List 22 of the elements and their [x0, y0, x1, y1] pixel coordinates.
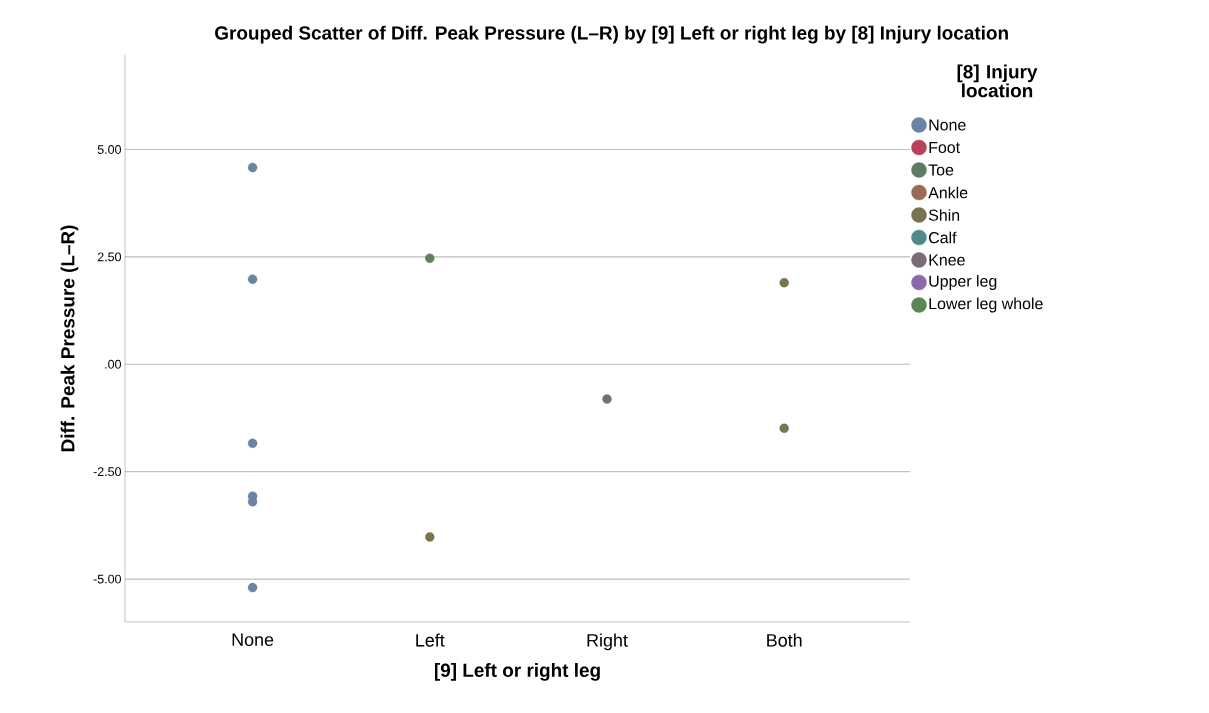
legend-label: Ankle [928, 186, 968, 199]
y-tick-label: -2.50 [93, 467, 121, 477]
chart-title: Grouped Scatter of Diff. Peak Pressure (L–R) by [9] Left or right leg by [8] Injury location [215, 25, 1008, 44]
x-tick-label: Right [587, 633, 628, 651]
legend-label: None [929, 119, 966, 131]
x-tick-label: None [232, 633, 274, 647]
x-axis-title: [9] Left or right leg [434, 663, 600, 681]
y-tick-label: -5.00 [93, 574, 121, 584]
legend-label: Foot [929, 141, 960, 154]
x-tick-label: Left [416, 633, 445, 647]
y-tick-label: .00 [105, 359, 121, 369]
legend-label: Shin [928, 209, 960, 221]
y-tick-label: 5.00 [97, 145, 121, 154]
legend-title: [8] Injury location [957, 64, 1038, 98]
legend-label: Toe [928, 164, 954, 176]
legend-label: Lower leg whole [929, 297, 1043, 313]
legend-label: Knee [929, 254, 965, 266]
y-tick-label: 2.50 [97, 252, 121, 262]
legend-label: Calf [929, 231, 957, 244]
legend-label: Upper leg [929, 275, 997, 290]
x-tick-label: Both [767, 633, 802, 647]
y-axis-title: Diff. Peak Pressure (L–R) [60, 225, 79, 452]
